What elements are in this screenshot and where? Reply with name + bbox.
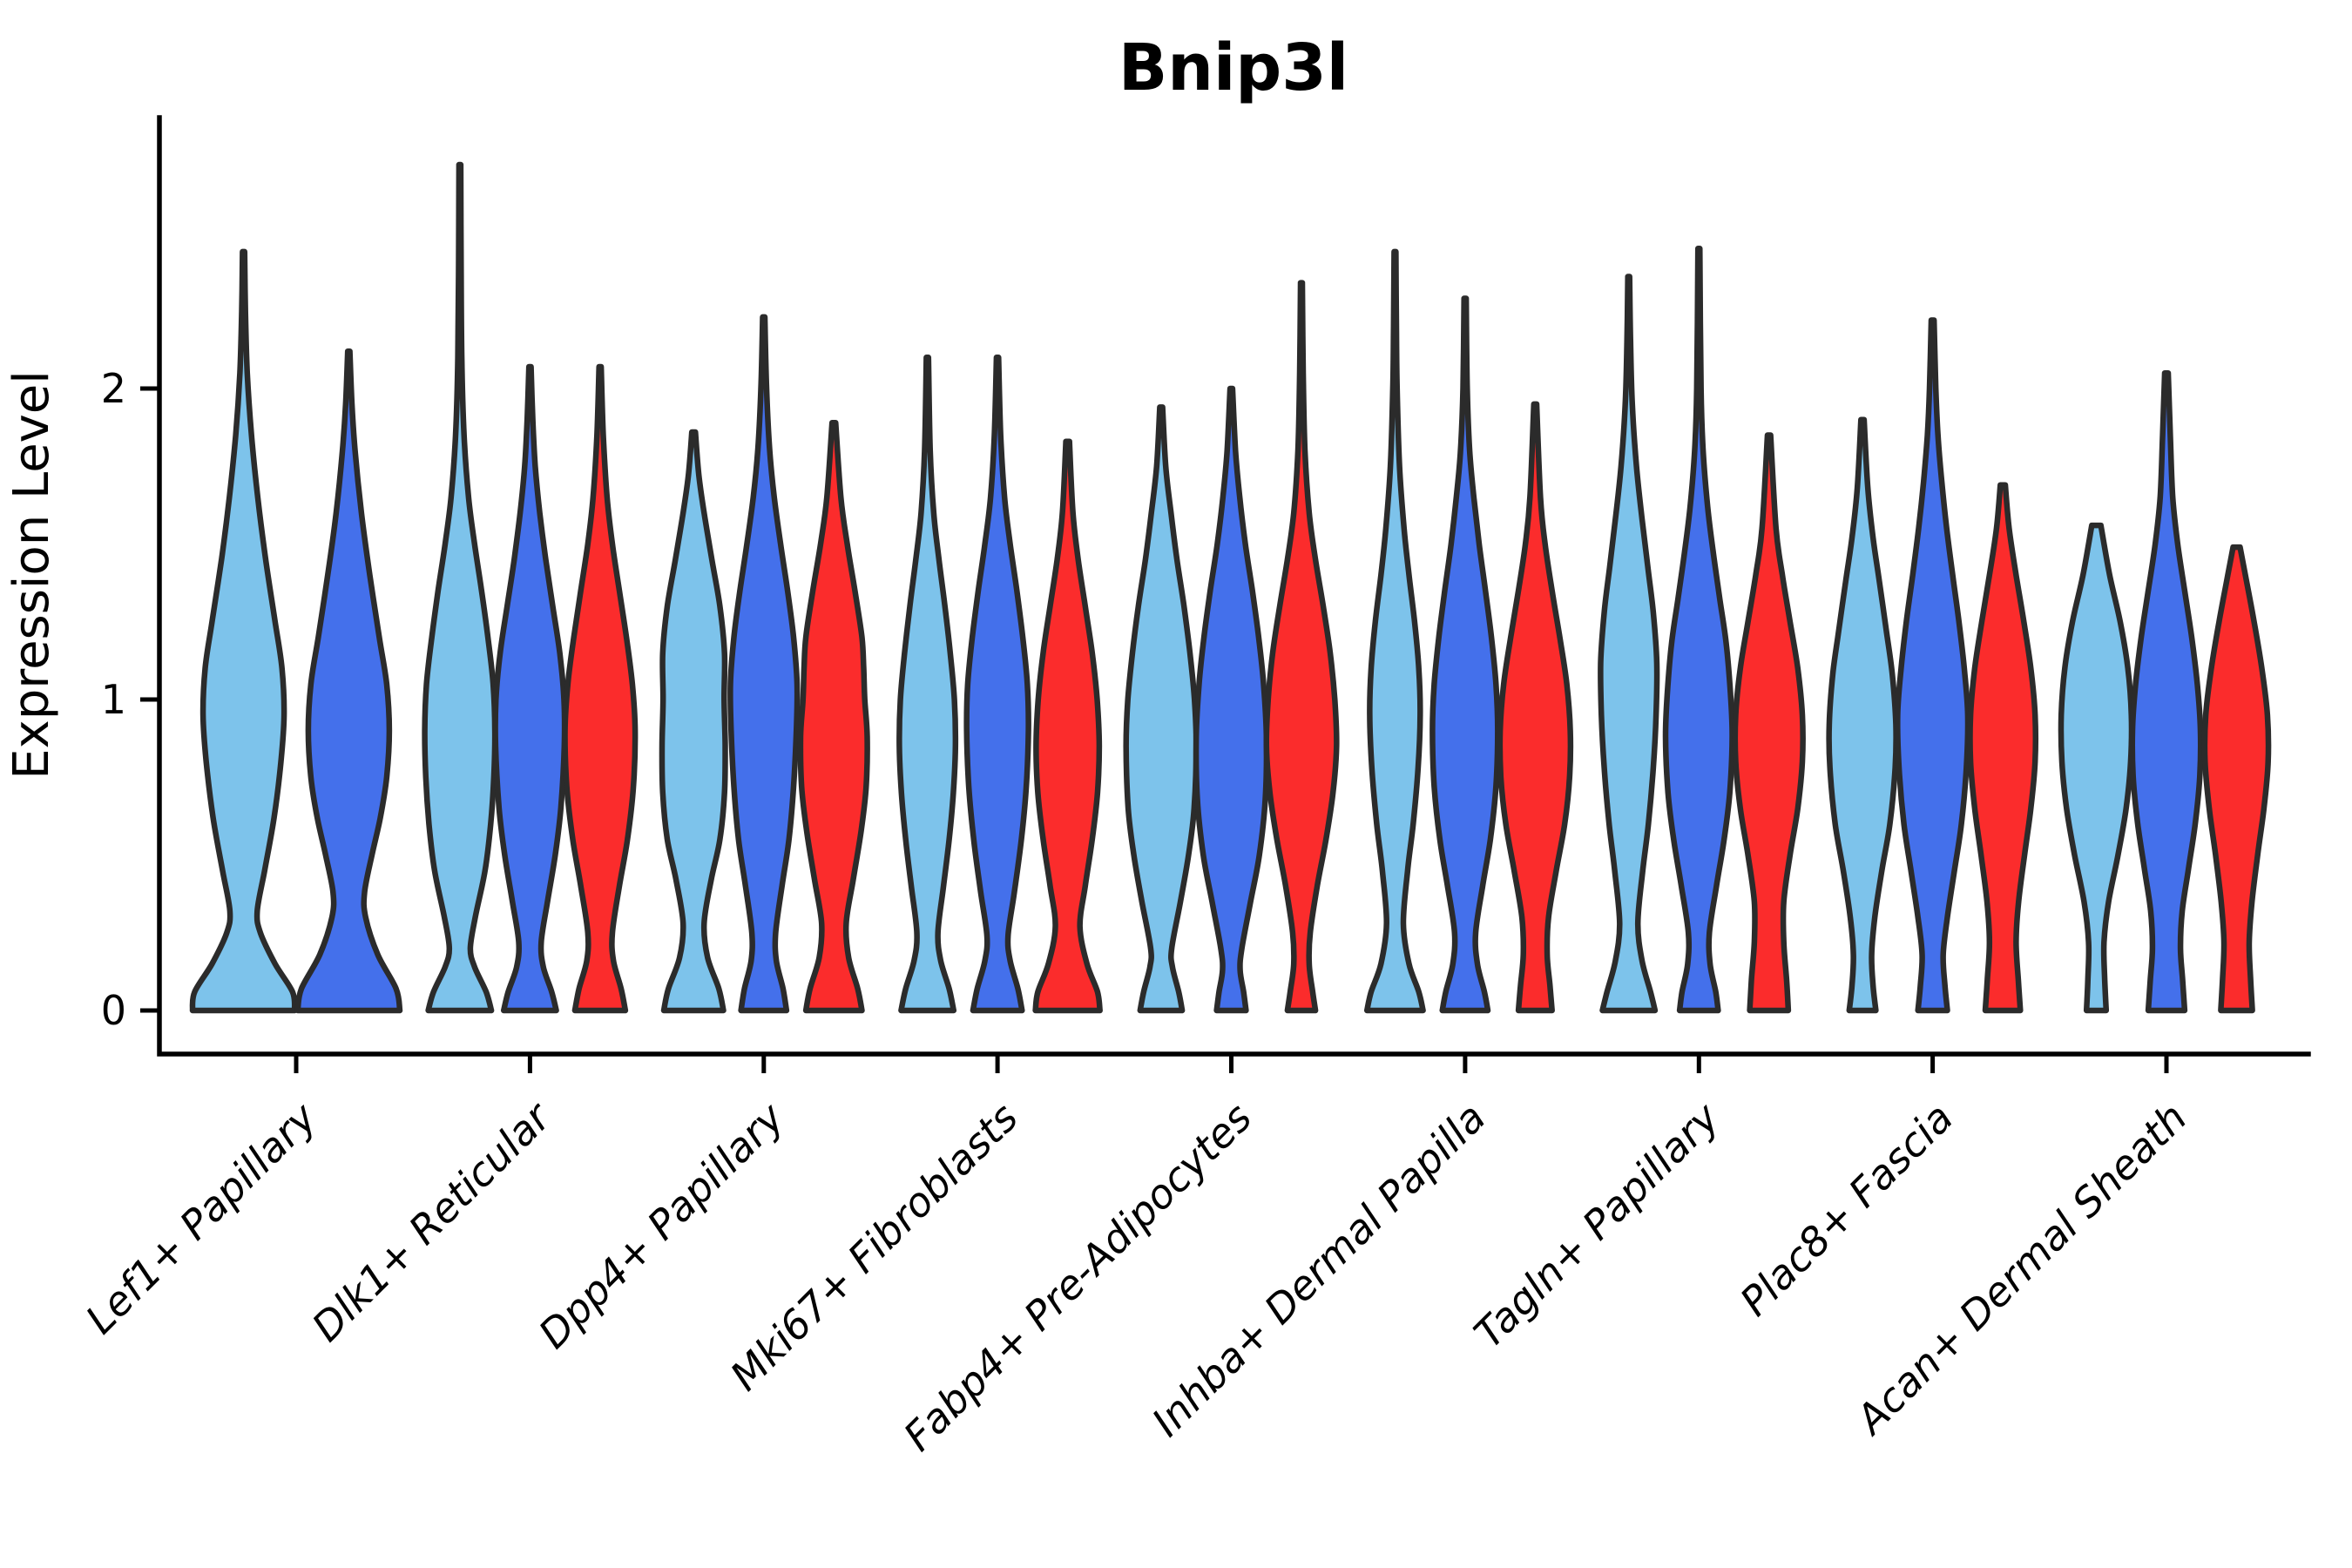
y-axis-label: Expression Level [3, 370, 60, 780]
violin-royal-blue [963, 355, 1031, 1014]
violin-red [1497, 401, 1574, 1014]
violin-royal-blue [1662, 246, 1735, 1014]
violin-red [797, 420, 870, 1014]
x-tick-label: Lef1+ Papillary [77, 1093, 326, 1342]
violin-red [1732, 432, 1806, 1014]
violin-light-blue [896, 355, 959, 1014]
violin-light-blue [1598, 274, 1660, 1014]
y-tick-label: 0 [101, 987, 126, 1034]
violin-light-blue [1363, 248, 1426, 1014]
x-tick-label: Dlk1+ Reticular [303, 1092, 562, 1350]
violin-royal-blue [1895, 317, 1971, 1014]
violin-royal-blue [1429, 295, 1501, 1014]
violin-royal-blue [727, 314, 801, 1014]
y-tick-label: 1 [101, 676, 126, 723]
violin-royal-blue [2129, 369, 2204, 1014]
violin-red [1263, 280, 1340, 1014]
violin-red [1032, 438, 1103, 1014]
chart-title: Bnip3l [1119, 30, 1348, 105]
violin-light-blue [1123, 404, 1200, 1014]
violin-red [2201, 544, 2272, 1014]
violin-red [562, 363, 639, 1014]
violin-royal-blue [492, 363, 568, 1014]
axes-spines [157, 115, 2311, 1057]
violin-light-blue [189, 248, 298, 1014]
violin-royal-blue [294, 348, 403, 1014]
violin-red [1967, 482, 2039, 1014]
x-tick-label: Tagln+ Papillary [1465, 1093, 1729, 1357]
x-tick-label: Dpp4+ Papillary [530, 1093, 794, 1357]
violin-light-blue [422, 161, 498, 1014]
x-tick-label: Plac8+ Fascia [1731, 1094, 1962, 1325]
violin-royal-blue [1193, 385, 1270, 1014]
violin-light-blue [1826, 416, 1899, 1014]
violin-light-blue [2058, 522, 2135, 1014]
y-tick-label: 2 [101, 365, 126, 412]
violin-light-blue [659, 429, 728, 1014]
